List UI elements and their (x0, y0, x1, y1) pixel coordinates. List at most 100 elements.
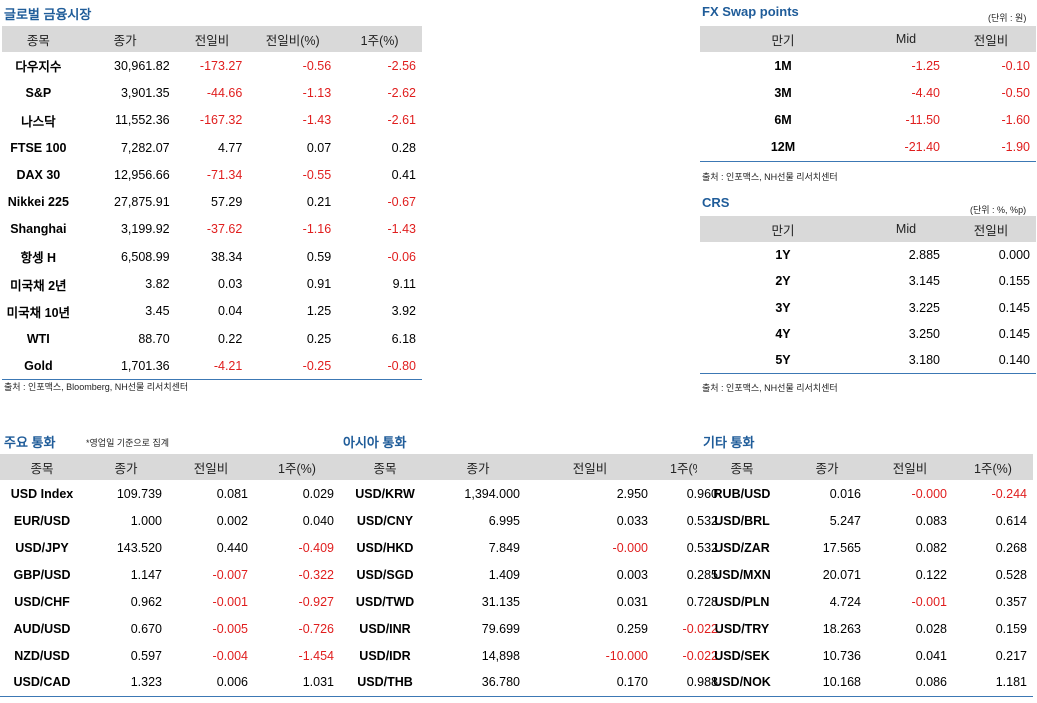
cell-value: 27,875.91 (114, 195, 170, 210)
table-row: 미국채 2년 3.82 0.03 0.91 9.11 (2, 270, 422, 297)
cell-value: 2.885 (908, 248, 940, 263)
column-header: 종가 (74, 26, 176, 52)
cell-value: 1.25 (306, 304, 332, 319)
row-label: USD/SGD (356, 567, 414, 582)
cell-value: 10.168 (787, 669, 867, 697)
table-row: USD/INR 79.699 0.259 -0.022 (340, 615, 724, 642)
cell-value: -10.000 (605, 648, 648, 663)
cell-value: -1.16 (302, 222, 332, 237)
row-label: USD/CNY (356, 513, 414, 528)
row-label: AUD/USD (13, 621, 71, 636)
cell-value: 0.597 (130, 648, 162, 663)
cell-value: 0.140 (946, 347, 1036, 374)
cell-value: 0.159 (995, 621, 1027, 636)
table-row: Nikkei 225 27,875.91 57.29 0.21 -0.67 (2, 188, 422, 215)
table-row: 12M -21.40 -1.90 (700, 133, 1036, 162)
header-row: 종목 종가 전일비 1주(%) (697, 454, 1033, 480)
other-title: 기타 통화 (703, 435, 755, 450)
cell-value: -11.50 (905, 113, 940, 128)
cell-value: 0.22 (217, 331, 243, 346)
column-header: Mid (866, 26, 946, 52)
row-label: Nikkei 225 (7, 195, 69, 210)
row-label: WTI (26, 331, 50, 346)
cell-value: 0.532 (686, 513, 718, 528)
column-header: 1주(%) (953, 454, 1033, 480)
cell-value: 38.34 (211, 249, 243, 264)
cell-value: -0.55 (302, 167, 332, 182)
cell-value: 3.82 (145, 277, 170, 292)
cell-value: 0.259 (616, 621, 648, 636)
row-label: Shanghai (10, 222, 67, 237)
cell-value: 0.614 (995, 513, 1027, 528)
cell-value: -0.50 (1001, 85, 1031, 100)
cell-value: -167.32 (199, 113, 243, 128)
column-header: 종목 (340, 454, 430, 480)
row-label: 1Y (775, 248, 791, 263)
cell-value: -1.90 (946, 133, 1036, 162)
cell-value: 0.031 (616, 594, 648, 609)
row-label: USD/JPY (15, 540, 69, 555)
header-row: 종목 종가 전일비 1주(%) (0, 454, 340, 480)
cell-value: 0.006 (168, 669, 254, 697)
cell-value: -0.001 (212, 594, 248, 609)
column-header: 전일비(%) (248, 26, 338, 52)
cell-value: 0.145 (998, 327, 1030, 342)
cell-value: 1.147 (130, 567, 162, 582)
cell-value: 0.029 (302, 486, 334, 501)
cell-value: 17.565 (822, 540, 861, 555)
cell-value: 6,508.99 (120, 249, 170, 264)
column-header: 종목 (0, 454, 84, 480)
row-label: 6M (774, 113, 792, 128)
cell-value: 57.29 (211, 195, 243, 210)
table-row: WTI 88.70 0.22 0.25 6.18 (2, 325, 422, 352)
row-label: USD/PLN (714, 594, 770, 609)
table-row: USD/HKD 7.849 -0.000 0.532 (340, 534, 724, 561)
column-header: 1주(%) (254, 454, 340, 480)
cell-value: -2.56 (387, 58, 417, 73)
row-label: NZD/USD (14, 648, 70, 663)
cell-value: 0.145 (998, 300, 1030, 315)
cell-value: 1.409 (488, 567, 520, 582)
cell-value: 0.59 (306, 249, 332, 264)
cell-value: 0.960 (686, 486, 718, 501)
cell-value: -0.25 (248, 352, 338, 381)
cell-value: 7.849 (488, 540, 520, 555)
cell-value: 1.323 (84, 669, 168, 697)
global-title: 글로벌 금융시장 (4, 7, 92, 22)
cell-value: 0.041 (915, 648, 947, 663)
table-row: NZD/USD 0.597 -0.004 -1.454 (0, 642, 340, 669)
row-label: USD/IDR (359, 648, 411, 663)
table-row: USD/SGD 1.409 0.003 0.285 (340, 561, 724, 588)
row-label: USD/NOK (697, 669, 787, 697)
cell-value: -0.80 (337, 352, 422, 381)
cell-value: -2.62 (387, 85, 417, 100)
table-row: USD/MXN 20.071 0.122 0.528 (697, 561, 1033, 588)
table-row: AUD/USD 0.670 -0.005 -0.726 (0, 615, 340, 642)
cell-value: 14,898 (481, 648, 520, 663)
row-label: GBP/USD (13, 567, 71, 582)
cell-value: 0.083 (915, 513, 947, 528)
cell-value: 109.739 (116, 486, 162, 501)
cell-value: -71.34 (206, 167, 243, 182)
cell-value: -1.13 (302, 85, 332, 100)
table-row: Gold 1,701.36 -4.21 -0.25 -0.80 (2, 352, 422, 381)
cell-value: 6.995 (488, 513, 520, 528)
crs-source: 출처 : 인포맥스, NH선물 리서치센터 (702, 383, 838, 393)
row-label: USD/CAD (0, 669, 84, 697)
row-label: 미국채 10년 (6, 305, 71, 320)
column-header: Mid (866, 216, 946, 242)
cell-value: -0.67 (387, 195, 417, 210)
row-label: 3Y (775, 300, 791, 315)
cell-value: 0.91 (306, 277, 332, 292)
cell-value: 7,282.07 (120, 140, 170, 155)
table-row: USD/KRW 1,394.000 2.950 0.960 (340, 480, 724, 507)
cell-value: -2.61 (387, 113, 417, 128)
cell-value: -0.001 (911, 594, 947, 609)
cell-value: -0.927 (298, 594, 334, 609)
table-row: USD/PLN 4.724 -0.001 0.357 (697, 588, 1033, 615)
column-header: 만기 (700, 26, 866, 52)
cell-value: 0.28 (391, 140, 416, 155)
table-row: EUR/USD 1.000 0.002 0.040 (0, 507, 340, 534)
cell-value: 0.670 (130, 621, 162, 636)
cell-value: -37.62 (206, 222, 243, 237)
